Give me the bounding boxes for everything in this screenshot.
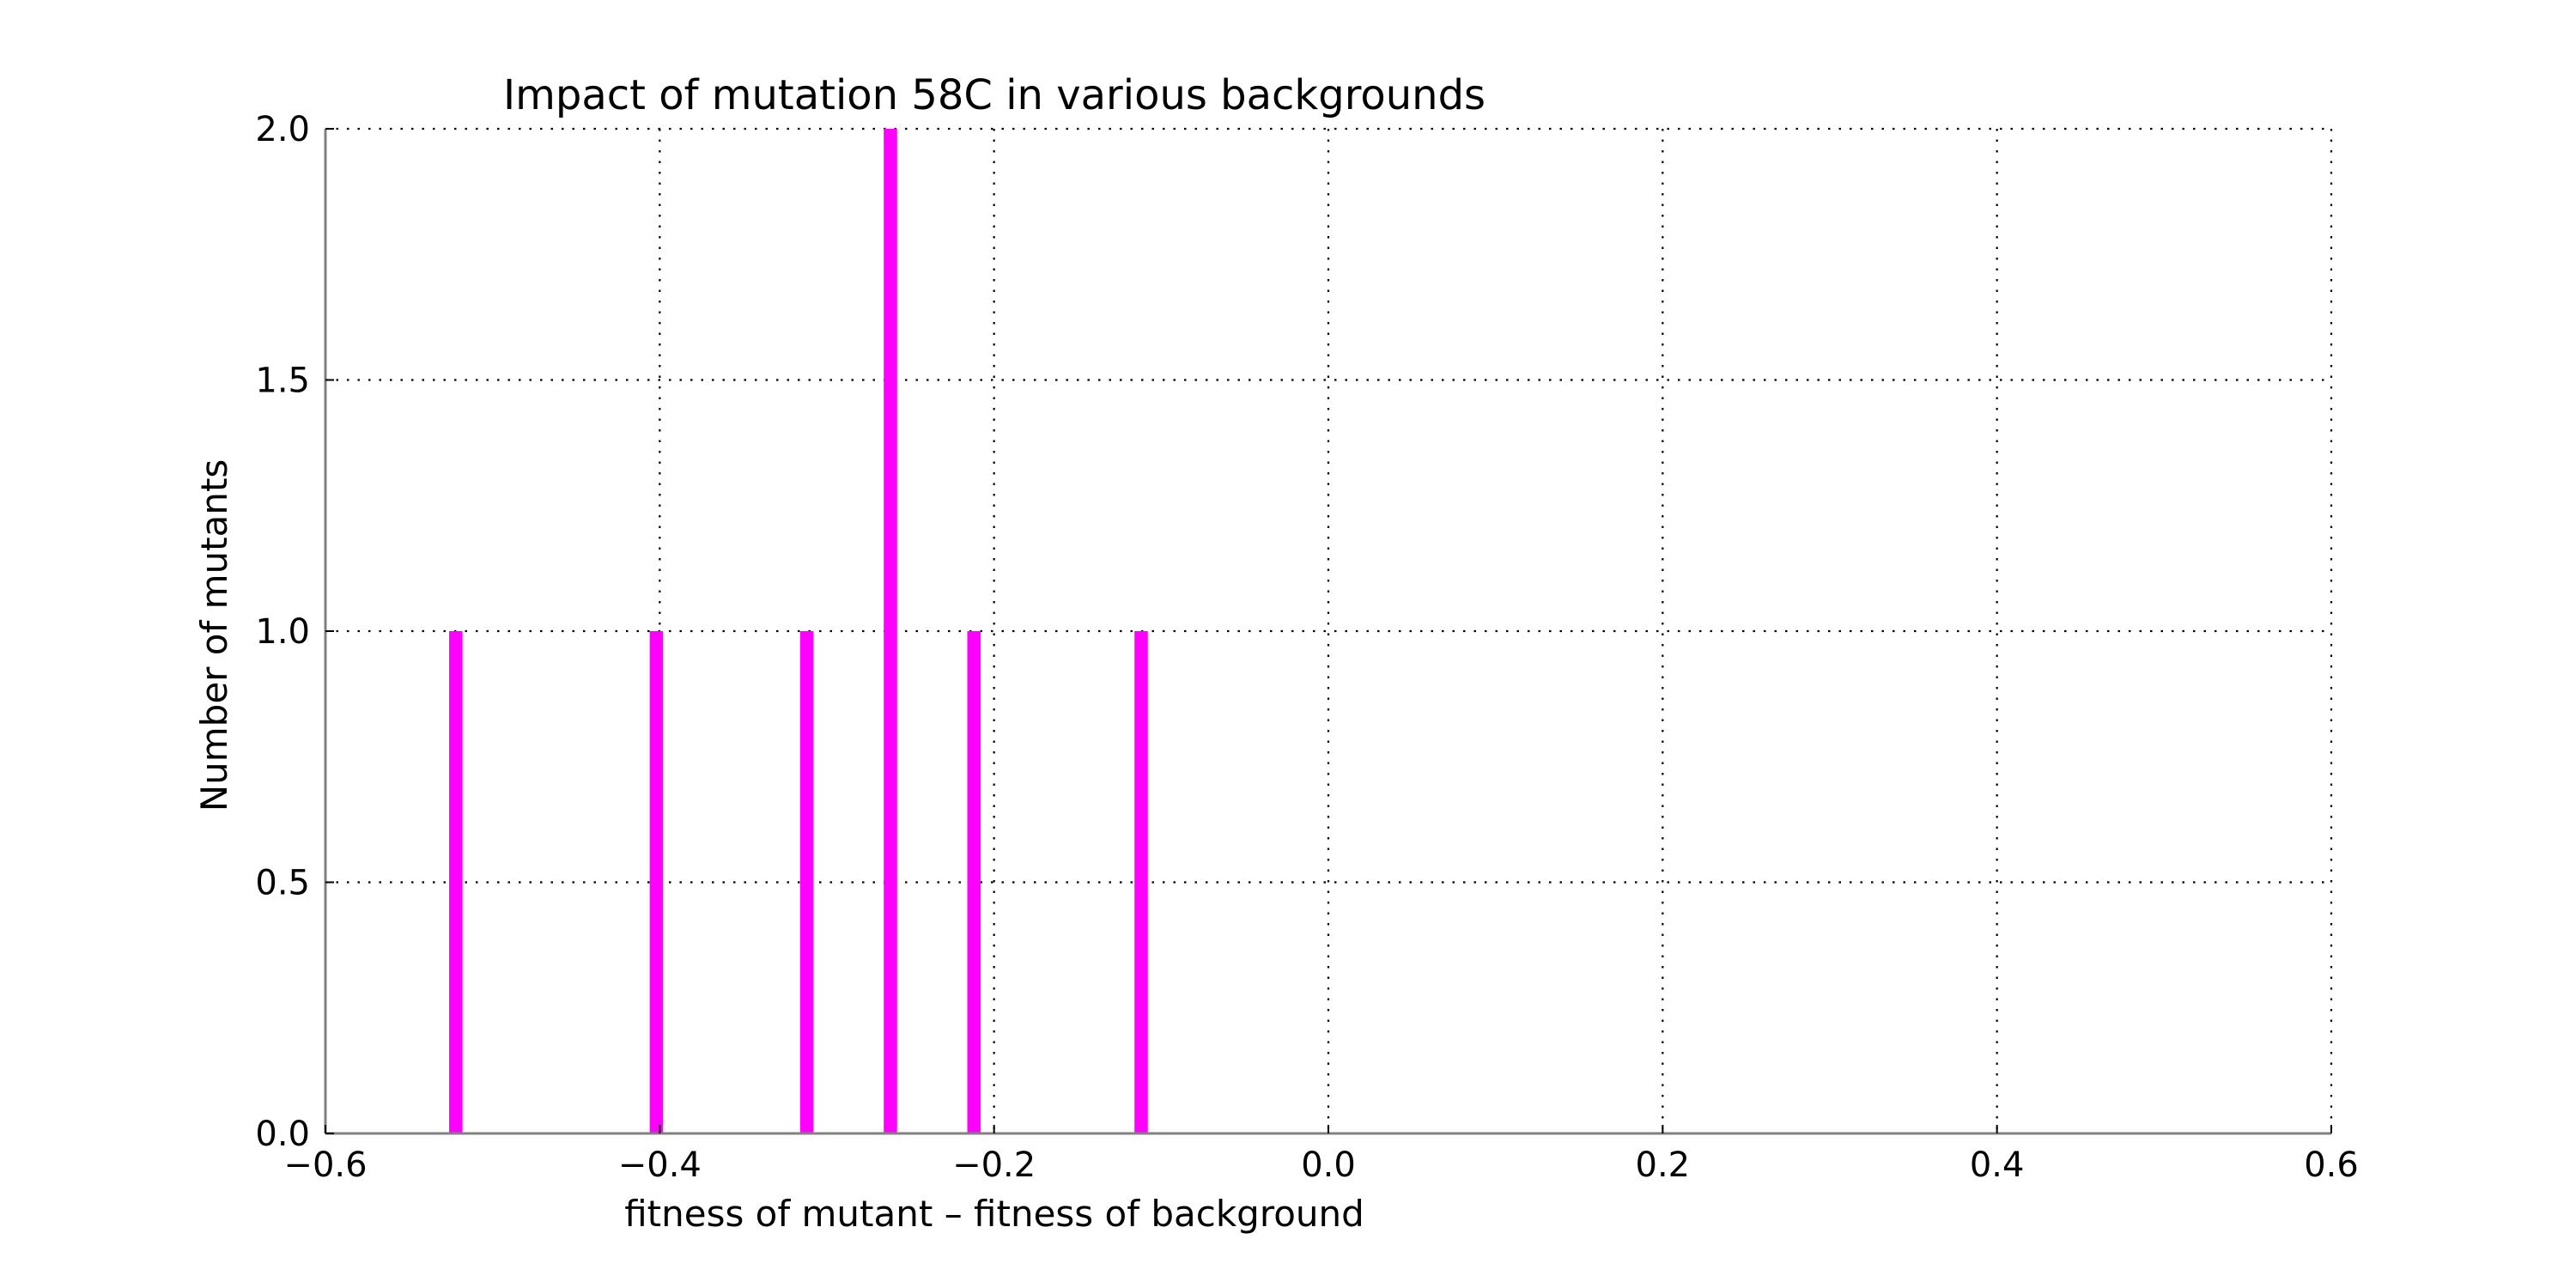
x-tick-label: −0.2 (952, 1145, 1036, 1185)
chart-title: Impact of mutation 58C in various backgr… (503, 71, 1485, 119)
y-tick-label: 1.0 (255, 612, 310, 652)
histogram-bar (967, 631, 981, 1133)
ticks: −0.6 −0.4 −0.2 0.0 0.2 0.4 0.6 0.0 0.5 1.0 1.5 2.0 (255, 110, 2358, 1185)
y-tick-label: 2.0 (255, 110, 310, 149)
x-tick-label: 0.2 (1636, 1145, 1691, 1185)
bars (449, 129, 1148, 1133)
x-tick-label: 0.0 (1301, 1145, 1356, 1185)
histogram-bar (649, 631, 664, 1133)
y-tick-label: 0.0 (255, 1115, 310, 1154)
x-tick-label: −0.6 (283, 1145, 367, 1185)
histogram-bar (449, 631, 463, 1133)
histogram-bar (799, 631, 814, 1133)
x-tick-label: −0.4 (618, 1145, 702, 1185)
y-tick-label: 1.5 (255, 361, 310, 401)
x-tick-label: 0.6 (2304, 1145, 2359, 1185)
grid (325, 127, 2333, 1133)
x-axis-title: fitness of mutant – fitness of backgroun… (624, 1193, 1364, 1235)
histogram-bar (884, 129, 897, 1133)
y-axis-title: Number of mutants (193, 459, 235, 812)
y-tick-label: 0.5 (255, 864, 310, 903)
histogram-bar (1134, 631, 1148, 1133)
x-tick-label: 0.4 (1970, 1145, 2025, 1185)
